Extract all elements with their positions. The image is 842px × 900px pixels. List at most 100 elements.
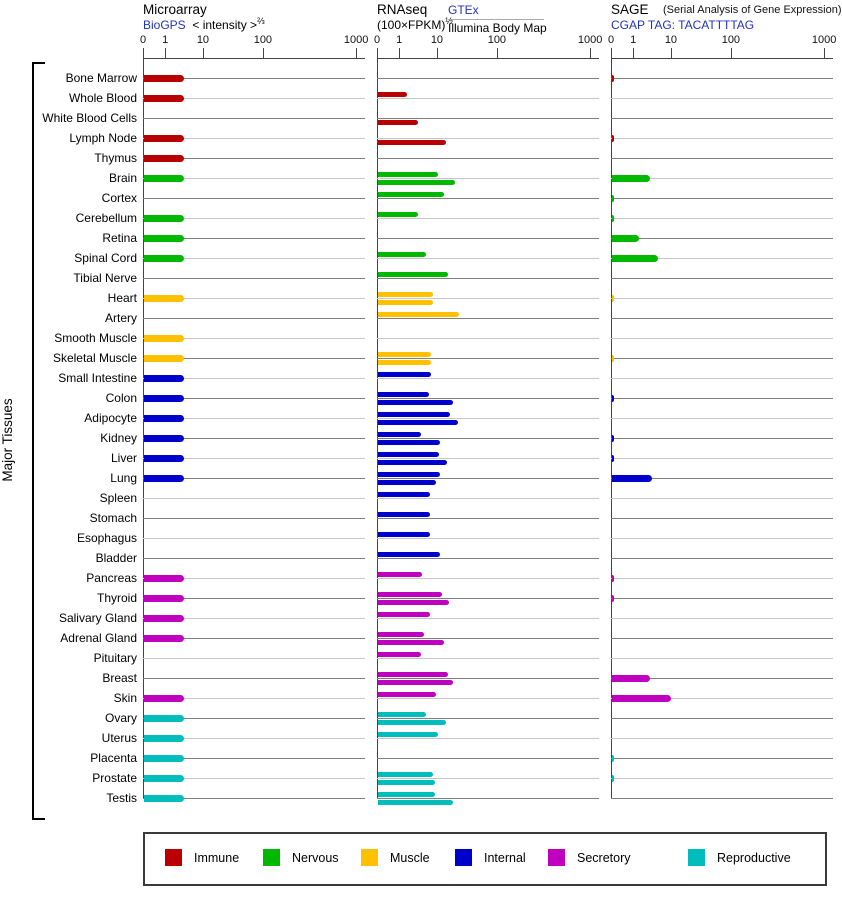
bar-rnaseq-illumina [378,460,448,465]
bar-microarray [144,775,185,782]
bar-rnaseq-gtex [378,492,430,497]
biogps-link[interactable]: BioGPS [143,18,186,32]
tissue-label: Small Intestine [58,371,137,385]
bar-rnaseq-gtex [378,272,449,277]
row-line [377,618,599,619]
legend-item-secretory: Secretory [548,849,631,866]
row-line [377,78,599,79]
bar-sage [612,395,615,402]
row-line [611,438,833,439]
bar-rnaseq-gtex [378,352,431,357]
axis-tick [633,48,635,58]
bar-sage [612,455,615,462]
bar-microarray [144,615,185,622]
bar-sage [612,175,651,182]
bar-rnaseq-gtex [378,592,443,597]
bar-rnaseq-illumina [378,420,458,425]
axis-tick [165,48,167,58]
bar-sage [612,695,672,702]
bar-sage [612,235,639,242]
row-line [611,598,833,599]
panel-rnaseq-title: RNAseq [377,2,428,17]
bar-rnaseq-illumina [378,480,437,485]
row-line [143,298,365,299]
row-line [611,698,833,699]
axis-line-rnaseq [377,58,599,59]
bar-microarray [144,375,185,382]
bar-sage [612,195,615,202]
row-line [377,558,599,559]
row-line [611,278,833,279]
bar-rnaseq-gtex [378,772,433,777]
bar-rnaseq-gtex [378,372,431,377]
row-line [611,298,833,299]
bar-rnaseq-illumina [378,600,450,605]
axis-line-microarray [143,58,365,59]
tissue-label: Esophagus [76,531,137,545]
tissue-label: Smooth Muscle [54,331,137,345]
row-line [611,638,833,639]
row-line [377,298,599,299]
tissue-label: Lymph Node [69,131,137,145]
row-line [377,378,599,379]
cgap-tag-link[interactable]: CGAP TAG: TACATTTTAG [611,18,755,32]
bar-sage [612,475,653,482]
row-line [377,138,599,139]
tissue-label: Pituitary [93,651,137,665]
bar-microarray [144,395,185,402]
bar-microarray [144,95,185,102]
row-line [611,578,833,579]
row-line [377,458,599,459]
tissue-label: Cerebellum [75,211,137,225]
gtex-link[interactable]: GTEx [448,3,479,17]
axis-tick [730,48,732,58]
bar-microarray [144,75,185,82]
bar-rnaseq-illumina [378,440,440,445]
bar-rnaseq-illumina [378,400,453,405]
row-line [143,78,365,79]
row-line [611,378,833,379]
tissue-label: Cortex [101,191,137,205]
legend: Immune Nervous Muscle Internal Secretory Repr… [143,832,827,886]
row-line [143,158,365,159]
axis-tick [496,48,498,58]
row-line [377,98,599,99]
tissue-label: Ovary [104,711,137,725]
tissue-label: Tibial Nerve [73,271,137,285]
row-line [143,378,365,379]
tissue-label: Skin [113,691,137,705]
tissue-label: Colon [105,391,137,405]
bar-microarray [144,695,185,702]
row-line [611,538,833,539]
row-line [143,178,365,179]
bar-microarray [144,255,185,262]
row-line [377,798,599,799]
row-line [143,598,365,599]
row-line [143,418,365,419]
bar-rnaseq-gtex [378,92,407,97]
tissue-label: Brain [108,171,137,185]
tissue-label: Artery [104,311,137,325]
row-line [611,478,833,479]
rnaseq-subtitle: (100×FPKM)½ [377,16,453,33]
tissue-label: Testis [106,791,137,805]
tissue-label: Prostate [92,771,137,785]
bar-sage [612,575,615,582]
bar-rnaseq-illumina [378,120,419,125]
axis-tick-label: 0 [607,34,615,46]
row-line [143,498,365,499]
tissue-label: Bladder [95,551,137,565]
legend-item-muscle: Muscle [361,849,430,866]
bar-rnaseq-gtex [378,532,431,537]
bar-microarray [144,455,185,462]
illumina-label: Illumina Body Map [448,21,547,35]
row-line [611,798,833,799]
row-line [143,318,365,319]
row-line [143,198,365,199]
tissue-label: Lung [110,471,137,485]
row-line [143,458,365,459]
row-line [143,618,365,619]
bar-rnaseq-gtex [378,552,441,557]
axis-tick-label: 1000 [811,34,837,46]
row-line [611,558,833,559]
